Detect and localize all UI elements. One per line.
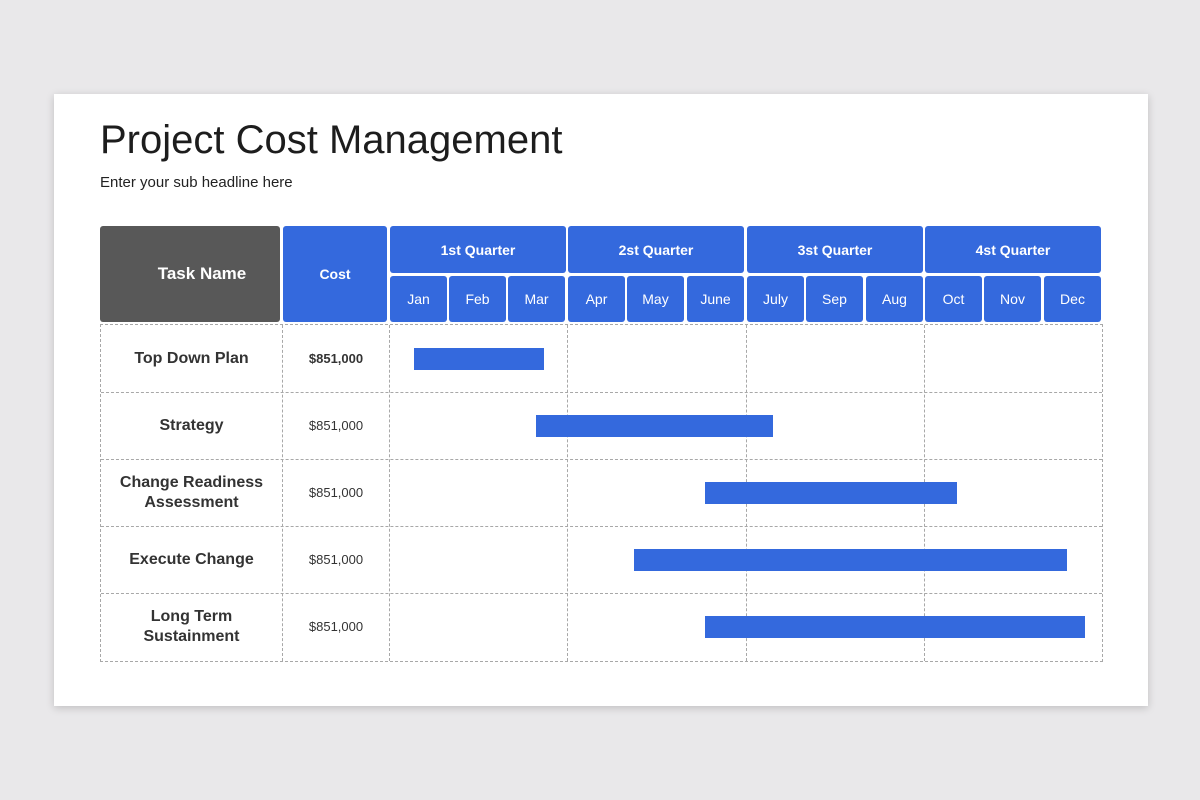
month-header-may: May — [627, 276, 684, 322]
task-name-label: Long Term Sustainment — [143, 607, 240, 645]
grid-divider-task-cost — [282, 325, 283, 661]
grid-row-divider — [101, 526, 1102, 527]
gantt-bar-5 — [704, 615, 1085, 638]
grid-row-divider — [101, 392, 1102, 393]
task-cost-label: $851,000 — [308, 351, 364, 366]
task-name-label: Execute Change — [129, 550, 254, 568]
gantt-bar-1 — [413, 347, 545, 370]
month-header-feb: Feb — [449, 276, 506, 322]
slide: Project Cost Management Enter your sub h… — [54, 94, 1148, 706]
grid-divider-q1-q2 — [567, 325, 568, 661]
gantt-bar-3 — [704, 481, 958, 504]
task-name-header: Task Name — [100, 226, 280, 322]
page-title: Project Cost Management — [100, 118, 563, 162]
quarter-header-4: 4st Quarter — [925, 226, 1101, 273]
gantt-bar-4 — [633, 548, 1068, 571]
task-cost-label: $851,000 — [308, 418, 364, 433]
task-name-label: Top Down Plan — [134, 349, 249, 367]
grid-row-divider — [101, 459, 1102, 460]
task-cost-label: $851,000 — [308, 485, 364, 500]
month-header-sep: Sep — [806, 276, 863, 322]
month-header-aug: Aug — [866, 276, 923, 322]
month-header-apr: Apr — [568, 276, 625, 322]
gantt-bar-2 — [535, 414, 774, 437]
quarter-header-3: 3st Quarter — [747, 226, 923, 273]
grid-divider-cost-q1 — [389, 325, 390, 661]
gantt-grid: Top Down Plan $851,000 Strategy $851,000… — [100, 324, 1103, 662]
month-header-dec: Dec — [1044, 276, 1101, 322]
month-header-jan: Jan — [390, 276, 447, 322]
month-header-mar: Mar — [508, 276, 565, 322]
page-subtitle: Enter your sub headline here — [100, 174, 293, 191]
quarter-header-1: 1st Quarter — [390, 226, 566, 273]
grid-row-divider — [101, 593, 1102, 594]
month-header-oct: Oct — [925, 276, 982, 322]
month-header-nov: Nov — [984, 276, 1041, 322]
task-cost-label: $851,000 — [308, 619, 364, 634]
month-header-july: July — [747, 276, 804, 322]
task-name-label: Strategy — [159, 416, 224, 434]
task-name-label: Change Readiness Assessment — [119, 473, 264, 511]
cost-header: Cost — [283, 226, 387, 322]
quarter-header-2: 2st Quarter — [568, 226, 744, 273]
task-cost-label: $851,000 — [308, 552, 364, 567]
month-header-june: June — [687, 276, 744, 322]
